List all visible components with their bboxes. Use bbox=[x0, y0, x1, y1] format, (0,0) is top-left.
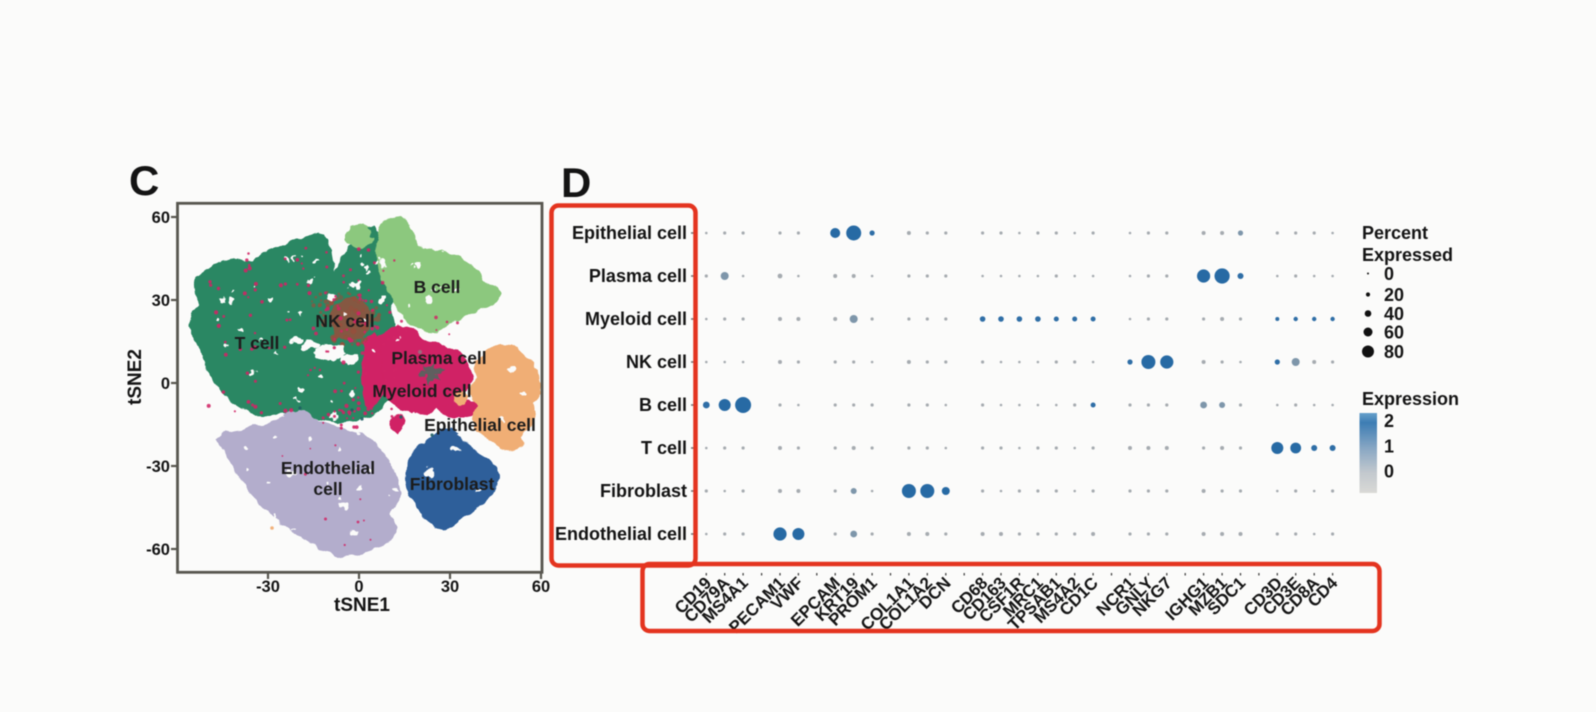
svg-text:30: 30 bbox=[441, 578, 459, 596]
svg-text:NK cell: NK cell bbox=[626, 352, 687, 372]
svg-text:0: 0 bbox=[1384, 462, 1394, 482]
svg-text:Myeloid cell: Myeloid cell bbox=[372, 381, 471, 401]
svg-text:C: C bbox=[129, 157, 159, 204]
svg-text:-60: -60 bbox=[146, 541, 170, 559]
svg-text:0: 0 bbox=[161, 375, 170, 393]
svg-text:Plasma cell: Plasma cell bbox=[391, 348, 486, 368]
svg-text:0: 0 bbox=[354, 578, 363, 596]
svg-text:NK cell: NK cell bbox=[315, 311, 374, 331]
svg-text:0: 0 bbox=[1384, 264, 1394, 284]
svg-text:2: 2 bbox=[1384, 411, 1394, 431]
svg-text:B cell: B cell bbox=[639, 395, 687, 415]
svg-text:60: 60 bbox=[532, 578, 550, 596]
svg-text:40: 40 bbox=[1384, 304, 1404, 324]
svg-text:Myeloid cell: Myeloid cell bbox=[585, 309, 687, 329]
svg-text:tSNE2: tSNE2 bbox=[125, 349, 146, 405]
svg-text:T cell: T cell bbox=[235, 333, 280, 353]
svg-text:Plasma cell: Plasma cell bbox=[589, 266, 687, 286]
svg-text:-30: -30 bbox=[256, 578, 280, 596]
svg-text:20: 20 bbox=[1384, 285, 1404, 305]
svg-text:60: 60 bbox=[152, 209, 170, 227]
svg-text:tSNE1: tSNE1 bbox=[334, 595, 390, 616]
svg-text:cell: cell bbox=[313, 479, 342, 499]
svg-text:B cell: B cell bbox=[414, 277, 461, 297]
svg-text:Epithelial cell: Epithelial cell bbox=[572, 223, 687, 243]
svg-text:80: 80 bbox=[1384, 342, 1404, 362]
svg-text:D: D bbox=[561, 159, 591, 206]
svg-text:Endothelial: Endothelial bbox=[281, 458, 375, 478]
svg-text:Endothelial cell: Endothelial cell bbox=[555, 524, 687, 544]
svg-text:Epithelial cell: Epithelial cell bbox=[424, 415, 536, 435]
svg-text:Percent: Percent bbox=[1362, 223, 1428, 243]
svg-text:Expression: Expression bbox=[1362, 389, 1459, 409]
svg-text:30: 30 bbox=[152, 292, 170, 310]
svg-text:Fibroblast: Fibroblast bbox=[600, 481, 687, 501]
svg-text:Expressed: Expressed bbox=[1362, 245, 1453, 265]
svg-text:-30: -30 bbox=[146, 458, 170, 476]
svg-text:Fibroblast: Fibroblast bbox=[410, 474, 495, 494]
svg-text:T cell: T cell bbox=[641, 438, 687, 458]
svg-text:1: 1 bbox=[1384, 437, 1394, 457]
svg-text:60: 60 bbox=[1384, 323, 1404, 343]
